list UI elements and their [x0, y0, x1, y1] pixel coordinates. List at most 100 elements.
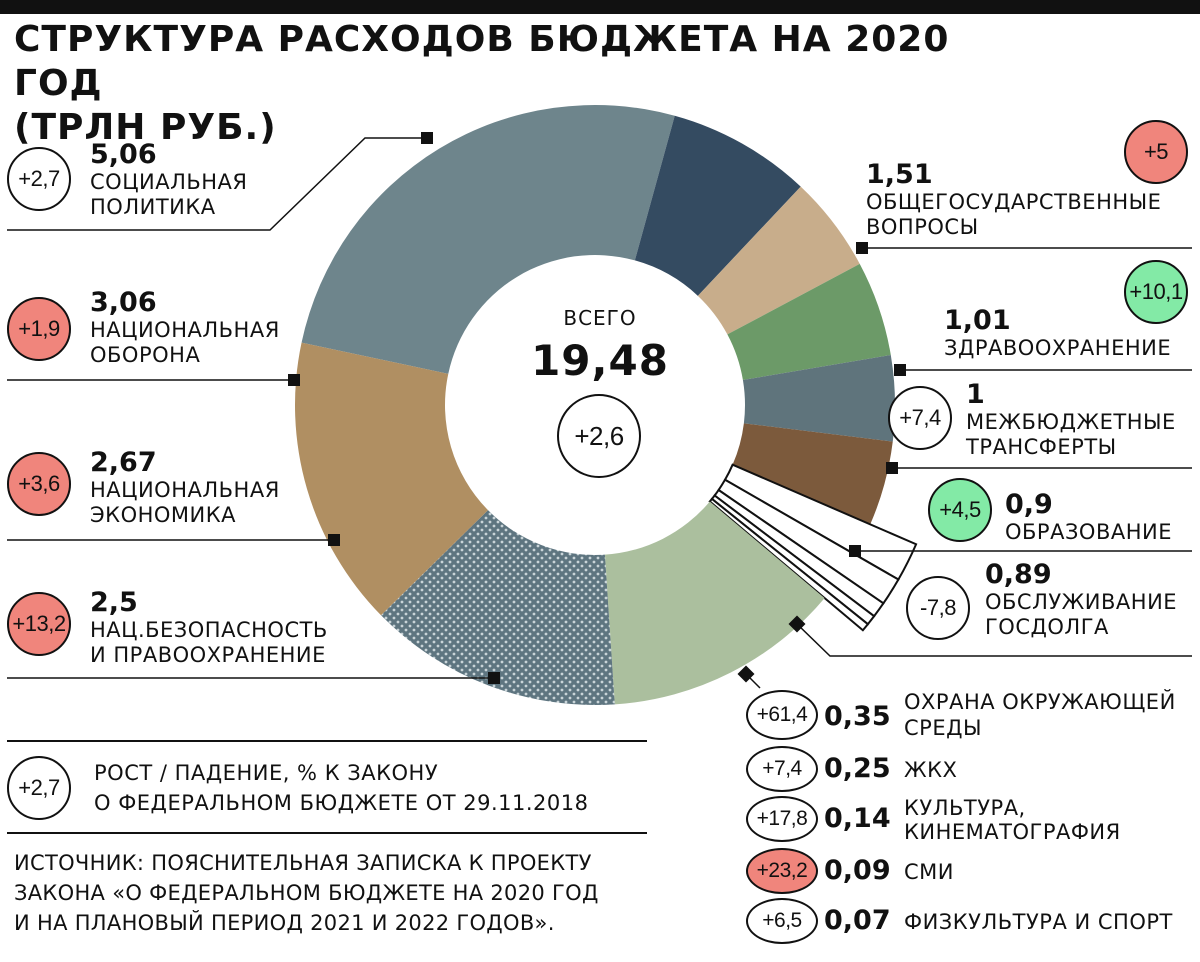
name-transfers-1: МЕЖБЮДЖЕТНЫЕ — [966, 410, 1176, 434]
source-line-2: ЗАКОНА «О ФЕДЕРАЛЬНОМ БЮДЖЕТЕ НА 2020 ГО… — [14, 881, 599, 905]
row-culture: +17,8 0,14 КУЛЬТУРА, КИНЕМАТОГРАФИЯ — [746, 796, 1200, 844]
name-health-1: ЗДРАВООХРАНЕНИЕ — [944, 336, 1172, 360]
source-line-3: И НА ПЛАНОВЫЙ ПЕРИОД 2021 И 2022 ГОДОВ». — [14, 911, 555, 935]
leader-marker-transfers — [886, 462, 898, 474]
value-education: 0,9 — [1005, 489, 1053, 520]
name-defense-1: НАЦИОНАЛЬНАЯ — [90, 318, 280, 342]
label-social: 5,06 СОЦИАЛЬНАЯ ПОЛИТИКА — [90, 140, 248, 220]
row-media: +23,2 0,09 СМИ — [746, 848, 1200, 894]
label-general: 1,51 ОБЩЕГОСУДАРСТВЕННЫЕ ВОПРОСЫ — [866, 160, 1161, 240]
slice-education — [742, 354, 895, 442]
legend-top-rule — [7, 740, 647, 742]
leader-line-social — [7, 137, 427, 231]
slice-transfers — [727, 263, 891, 380]
slice-health — [697, 186, 860, 335]
chart-title: СТРУКТУРА РАСХОДОВ БЮДЖЕТА НА 2020 ГОД (… — [14, 18, 1014, 150]
change-badge-general: +5 — [1124, 120, 1188, 184]
leader-marker-education — [849, 545, 861, 557]
value-culture: 0,14 — [824, 803, 891, 834]
legend-text: РОСТ / ПАДЕНИЕ, % К ЗАКОНУ О ФЕДЕРАЛЬНОМ… — [94, 758, 634, 818]
source-note: ИСТОЧНИК: ПОЯСНИТЕЛЬНАЯ ЗАПИСКА К ПРОЕКТ… — [14, 848, 654, 938]
name-sport-1: ФИЗКУЛЬТУРА И СПОРТ — [904, 910, 1173, 934]
value-social: 5,06 — [90, 139, 157, 170]
leader-marker-security — [488, 672, 500, 684]
name-general-2: ВОПРОСЫ — [866, 215, 979, 239]
leader-line-debt — [796, 623, 1192, 657]
name-security-2: И ПРАВООХРАНЕНИЕ — [90, 643, 326, 667]
change-badge-defense: +1,9 — [7, 297, 71, 361]
name-transfers-2: ТРАНСФЕРТЫ — [966, 435, 1117, 459]
label-education: 0,9 ОБРАЗОВАНИЕ — [1005, 490, 1172, 545]
legend-bottom-rule — [7, 832, 647, 834]
change-badge-housing: +7,4 — [746, 746, 818, 792]
leader-marker-debt — [788, 615, 806, 633]
name-general-1: ОБЩЕГОСУДАРСТВЕННЫЕ — [866, 190, 1162, 214]
change-badge-security: +13,2 — [7, 592, 71, 656]
value-defense: 3,06 — [90, 287, 157, 318]
name-economy-1: НАЦИОНАЛЬНАЯ — [90, 478, 280, 502]
leader-marker-defense — [288, 374, 300, 386]
center-total: 19,48 — [531, 336, 669, 385]
name-housing-1: ЖКХ — [904, 758, 958, 782]
legend-line-2: О ФЕДЕРАЛЬНОМ БЮДЖЕТЕ ОТ 29.11.2018 — [94, 791, 589, 815]
source-line-1: ИСТОЧНИК: ПОЯСНИТЕЛЬНАЯ ЗАПИСКА К ПРОЕКТ… — [14, 851, 592, 875]
leader-marker-small — [737, 665, 755, 683]
change-badge-transfers: +7,4 — [888, 386, 952, 450]
name-env-2: СРЕДЫ — [904, 716, 983, 740]
legend-example-badge: +2,7 — [7, 756, 71, 820]
title-line-2: (ТРЛН РУБ.) — [14, 107, 277, 148]
name-social-2: ПОЛИТИКА — [90, 195, 216, 219]
name-economy-2: ЭКОНОМИКА — [90, 503, 237, 527]
name-debt-2: ГОСДОЛГА — [985, 615, 1109, 639]
center-label: ВСЕГО — [563, 306, 637, 330]
leader-marker-economy — [328, 534, 340, 546]
change-badge-social: +2,7 — [7, 147, 71, 211]
name-defense-2: ОБОРОНА — [90, 343, 201, 367]
change-badge-culture: +17,8 — [746, 796, 818, 842]
label-defense: 3,06 НАЦИОНАЛЬНАЯ ОБОРОНА — [90, 288, 280, 368]
value-general: 1,51 — [866, 159, 933, 190]
change-badge-env: +61,4 — [746, 690, 818, 740]
label-debt: 0,89 ОБСЛУЖИВАНИЕ ГОСДОЛГА — [985, 560, 1177, 640]
row-sport: +6,5 0,07 ФИЗКУЛЬТУРА И СПОРТ — [746, 898, 1200, 944]
value-security: 2,5 — [90, 587, 138, 618]
slice-social — [301, 105, 675, 374]
center-change-badge: +2,6 — [557, 394, 641, 478]
leader-marker-health — [894, 364, 906, 376]
row-housing: +7,4 0,25 ЖКХ — [746, 746, 1200, 792]
change-badge-education: +4,5 — [928, 478, 992, 542]
name-education-1: ОБРАЗОВАНИЕ — [1005, 520, 1172, 544]
change-badge-economy: +3,6 — [7, 452, 71, 516]
change-badge-health: +10,1 — [1124, 260, 1188, 324]
name-culture-1: КУЛЬТУРА, — [904, 796, 1026, 820]
slice-defense — [295, 342, 488, 616]
value-debt: 0,89 — [985, 559, 1052, 590]
slice-general — [634, 115, 801, 296]
value-sport: 0,07 — [824, 905, 891, 936]
name-media-1: СМИ — [904, 860, 954, 884]
leader-marker-general — [856, 242, 868, 254]
leader-marker-social — [421, 132, 433, 144]
name-env-1: ОХРАНА ОКРУЖАЮЩЕЙ — [904, 690, 1176, 714]
label-security: 2,5 НАЦ.БЕЗОПАСНОСТЬ И ПРАВООХРАНЕНИЕ — [90, 588, 328, 668]
slice-security — [604, 501, 825, 705]
value-media: 0,09 — [824, 855, 891, 886]
value-housing: 0,25 — [824, 753, 891, 784]
label-economy: 2,67 НАЦИОНАЛЬНАЯ ЭКОНОМИКА — [90, 448, 280, 528]
name-security-1: НАЦ.БЕЗОПАСНОСТЬ — [90, 618, 328, 642]
change-badge-sport: +6,5 — [746, 898, 818, 944]
slice-debt — [732, 423, 893, 525]
slice-economy — [380, 510, 615, 705]
value-health: 1,01 — [944, 305, 1011, 336]
value-economy: 2,67 — [90, 447, 157, 478]
legend-line-1: РОСТ / ПАДЕНИЕ, % К ЗАКОНУ — [94, 761, 439, 785]
change-badge-media: +23,2 — [746, 848, 818, 894]
label-transfers: 1 МЕЖБЮДЖЕТНЫЕ ТРАНСФЕРТЫ — [966, 380, 1176, 460]
label-health: 1,01 ЗДРАВООХРАНЕНИЕ — [944, 306, 1171, 361]
title-line-1: СТРУКТУРА РАСХОДОВ БЮДЖЕТА НА 2020 ГОД — [14, 19, 950, 104]
row-env: +61,4 0,35 ОХРАНА ОКРУЖАЮЩЕЙ СРЕДЫ — [746, 690, 1200, 740]
name-debt-1: ОБСЛУЖИВАНИЕ — [985, 590, 1178, 614]
value-env: 0,35 — [824, 701, 891, 732]
change-badge-debt: -7,8 — [906, 576, 970, 640]
